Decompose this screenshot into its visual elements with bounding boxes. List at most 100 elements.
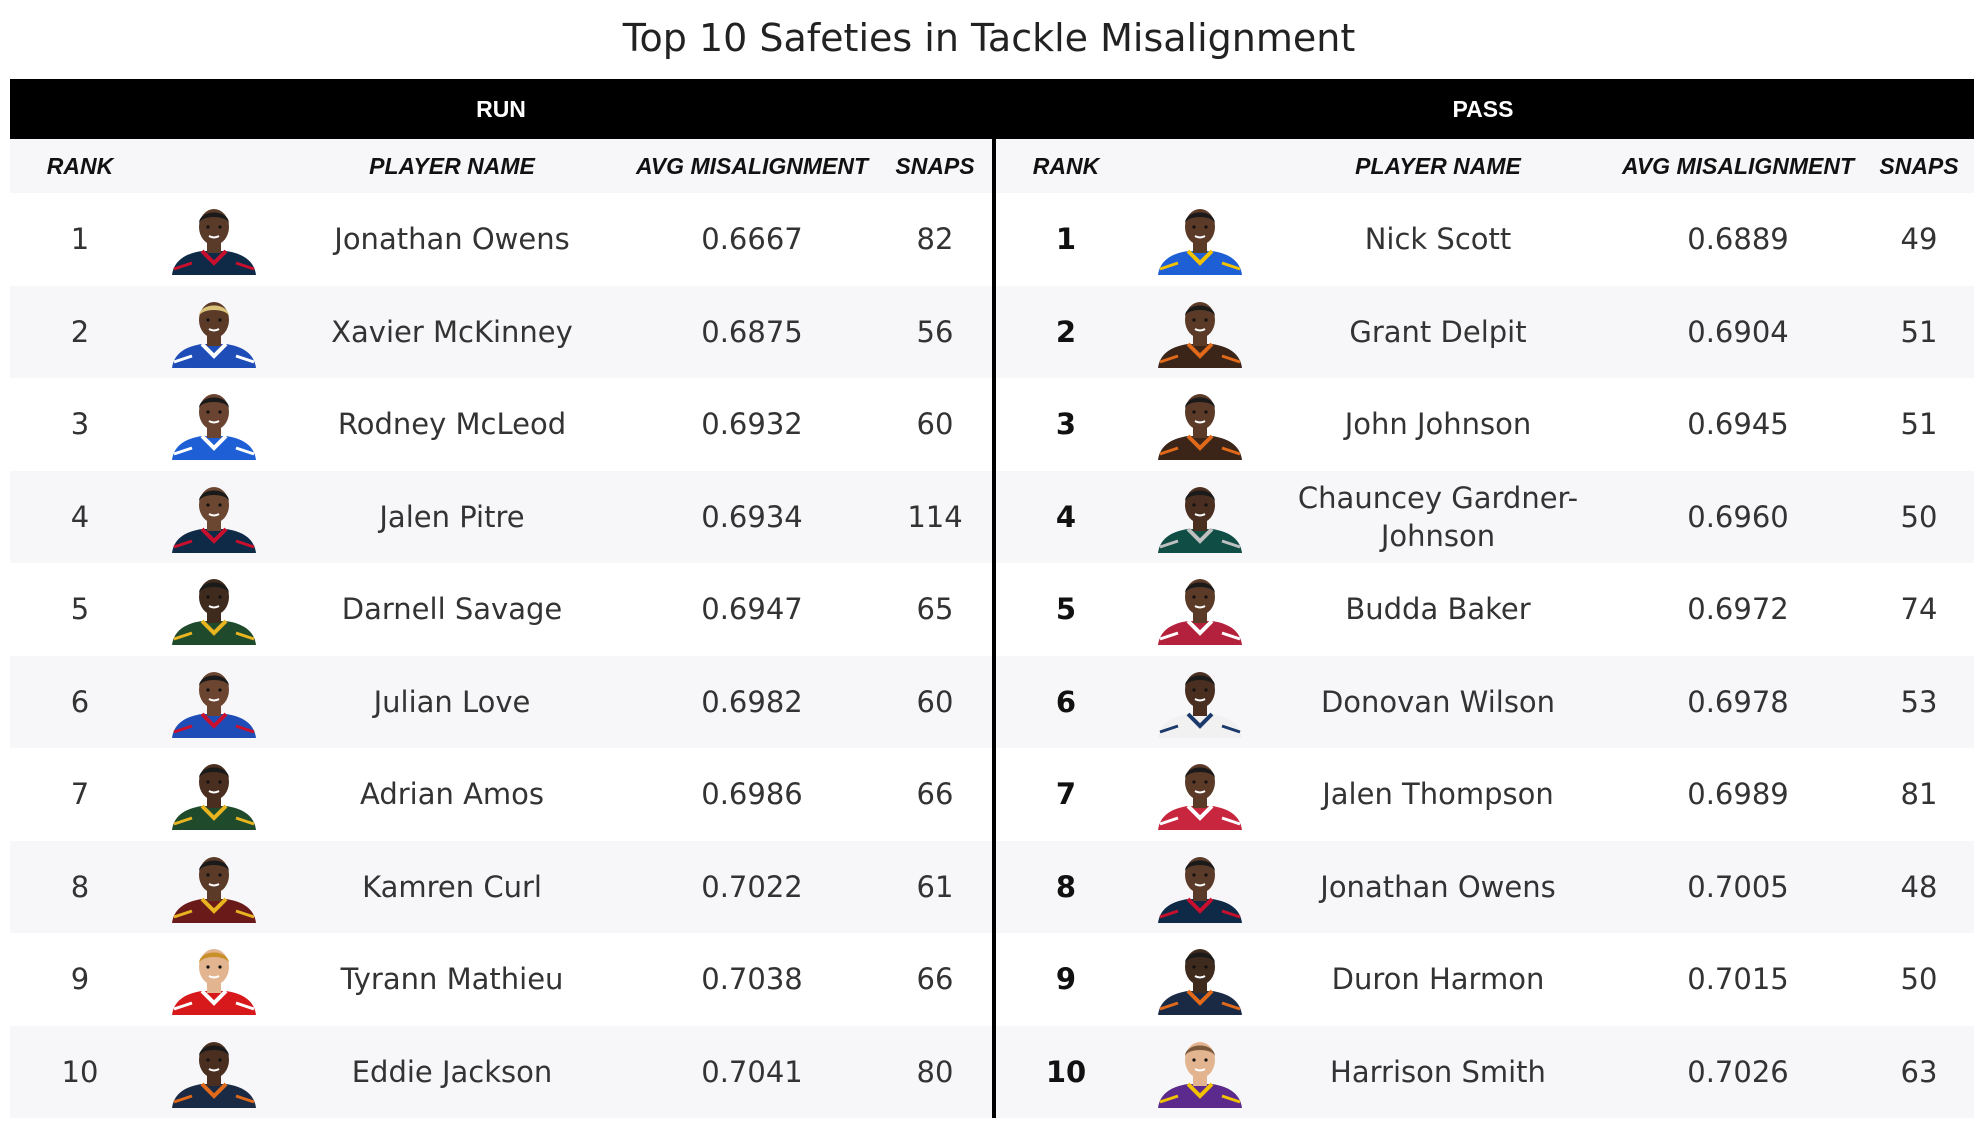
table-row: 10 Eddie Jackson 0.7041 80 10 Harrison Smith 0…	[10, 1025, 1974, 1119]
avg-misalignment-cell: 0.7026	[1687, 1054, 1789, 1089]
pass-entry: 1 Nick Scott 0.6889 49	[996, 193, 1978, 286]
avg-misalignment-cell: 0.6889	[1687, 222, 1789, 257]
snaps-cell: 82	[916, 222, 954, 257]
player-headshot	[150, 1026, 278, 1119]
player-headshot	[1136, 563, 1264, 656]
pass-avg-header: AVG MISALIGNMENT	[1621, 152, 1855, 179]
player-name-cell: Kamren Curl	[362, 869, 542, 904]
player-name-cell: Harrison Smith	[1330, 1054, 1546, 1089]
pass-entry: 4 Chauncey Gardner-Johnson 0.6960 50	[996, 471, 1978, 564]
avg-misalignment-cell: 0.7022	[701, 869, 803, 904]
pass-rank-header: RANK	[1032, 152, 1100, 179]
snaps-cell: 80	[916, 1054, 954, 1089]
player-name-cell: Jonathan Owens	[1320, 869, 1556, 904]
player-name-cell: Jonathan Owens	[334, 222, 570, 257]
avg-misalignment-cell: 0.6972	[1687, 592, 1789, 627]
player-headshot	[1136, 841, 1264, 934]
avg-misalignment-cell: 0.7038	[701, 962, 803, 997]
snaps-cell: 49	[1900, 222, 1938, 257]
snaps-cell: 63	[1900, 1054, 1938, 1089]
run-entry: 7 Adrian Amos 0.6986 66	[10, 748, 996, 841]
avg-misalignment-cell: 0.6978	[1687, 684, 1789, 719]
table-row: 8 Kamren Curl 0.7022 61 8 Jonathan Owens 0.700…	[10, 840, 1974, 934]
table-title: Top 10 Safeties in Tackle Misalignment	[622, 16, 1356, 60]
snaps-cell: 51	[1900, 407, 1938, 442]
player-name-cell: Darnell Savage	[341, 592, 563, 627]
table-row: 6 Julian Love 0.6982 60 6 Donovan Wilson 0.697…	[10, 655, 1974, 749]
player-headshot	[150, 286, 278, 379]
player-name-cell: Budda Baker	[1345, 592, 1531, 627]
rank-cell: 6	[70, 684, 90, 719]
pass-player-header: PLAYER NAME	[1355, 153, 1521, 179]
run-headshot-header	[150, 139, 278, 193]
table-row: 1 Jonathan Owens 0.6667 82 1 Nick Scott 0.6889…	[10, 193, 1974, 286]
player-name-cell: Nick Scott	[1364, 222, 1512, 257]
player-headshot	[1136, 1026, 1264, 1119]
snaps-cell: 51	[1900, 314, 1938, 349]
snaps-cell: 60	[916, 684, 954, 719]
player-name-cell: John Johnson	[1344, 407, 1532, 442]
run-entry: 1 Jonathan Owens 0.6667 82	[10, 193, 996, 286]
rank-cell: 7	[1055, 777, 1077, 812]
snaps-cell: 74	[1900, 592, 1938, 627]
run-player-header: PLAYER NAME	[369, 153, 535, 179]
table-row: 4 Jalen Pitre 0.6934 114 4 Chauncey Gardner-J…	[10, 470, 1974, 563]
avg-misalignment-cell: 0.7005	[1687, 869, 1789, 904]
pass-entry: 7 Jalen Thompson 0.6989 81	[996, 748, 1978, 841]
snaps-cell: 48	[1900, 869, 1938, 904]
avg-misalignment-cell: 0.6934	[701, 499, 803, 534]
player-headshot	[1136, 378, 1264, 471]
player-headshot	[150, 841, 278, 934]
rank-cell: 10	[1045, 1054, 1087, 1089]
rank-cell: 7	[70, 777, 90, 812]
snaps-cell: 53	[1900, 684, 1938, 719]
run-entry: 9 Tyrann Mathieu 0.7038 66	[10, 933, 996, 1026]
player-name-cell: Xavier McKinney	[331, 314, 573, 349]
player-name-cell: Donovan Wilson	[1320, 684, 1556, 719]
snaps-cell: 66	[916, 777, 954, 812]
player-headshot	[1136, 933, 1264, 1026]
table-body: 1 Jonathan Owens 0.6667 82 1 Nick Scott 0.6889…	[10, 193, 1974, 1118]
table-row: 5 Darnell Savage 0.6947 65 5 Budda Baker 0.697…	[10, 563, 1974, 656]
player-headshot	[1136, 471, 1264, 564]
player-name-cell: Grant Delpit	[1349, 314, 1527, 349]
player-headshot	[1136, 286, 1264, 379]
rank-cell: 2	[70, 314, 90, 349]
run-entry: 3 Rodney McLeod 0.6932 60	[10, 378, 996, 471]
run-snaps-header: SNAPS	[895, 152, 975, 179]
avg-misalignment-cell: 0.6960	[1687, 499, 1789, 534]
pass-entry: 8 Jonathan Owens 0.7005 48	[996, 841, 1978, 934]
snaps-cell: 65	[916, 592, 954, 627]
avg-misalignment-cell: 0.6989	[1687, 777, 1789, 812]
player-name-cell: Julian Love	[373, 684, 531, 719]
rank-cell: 1	[70, 222, 90, 257]
table-row: 9 Tyrann Mathieu 0.7038 66 9 Duron Harmon 0.70…	[10, 933, 1974, 1026]
run-entry: 5 Darnell Savage 0.6947 65	[10, 563, 996, 656]
avg-misalignment-cell: 0.6875	[701, 314, 803, 349]
rank-cell: 3	[70, 407, 90, 442]
rank-cell: 3	[1055, 407, 1077, 442]
player-name-cell: Tyrann Mathieu	[340, 962, 564, 997]
run-entry: 6 Julian Love 0.6982 60	[10, 655, 996, 749]
rank-cell: 4	[70, 499, 90, 534]
player-name-cell: Jalen Thompson	[1322, 777, 1554, 812]
player-headshot	[1136, 193, 1264, 286]
player-name-cell: Chauncey Gardner-Johnson	[1297, 480, 1579, 553]
table-row: 2 Xavier McKinney 0.6875 56 2 Grant Delpit 0.6…	[10, 285, 1974, 379]
table-row: 7 Adrian Amos 0.6986 66 7 Jalen Thompson 0.698…	[10, 748, 1974, 841]
rank-cell: 9	[1055, 962, 1077, 997]
snaps-cell: 81	[1900, 777, 1938, 812]
pass-entry: 6 Donovan Wilson 0.6978 53	[996, 656, 1978, 749]
rank-cell: 6	[1055, 684, 1077, 719]
player-name-cell: Eddie Jackson	[351, 1054, 553, 1089]
player-headshot	[150, 378, 278, 471]
avg-misalignment-cell: 0.6904	[1687, 314, 1789, 349]
player-headshot	[150, 193, 278, 286]
run-entry: 8 Kamren Curl 0.7022 61	[10, 840, 996, 934]
pass-entry: 10 Harrison Smith 0.7026 63	[996, 1026, 1978, 1119]
run-group-header: RUN	[476, 95, 526, 122]
rank-cell: 5	[1055, 592, 1077, 627]
player-headshot	[150, 656, 278, 749]
group-header-row: RUN PASS	[10, 79, 1974, 139]
snaps-cell: 50	[1900, 499, 1938, 534]
